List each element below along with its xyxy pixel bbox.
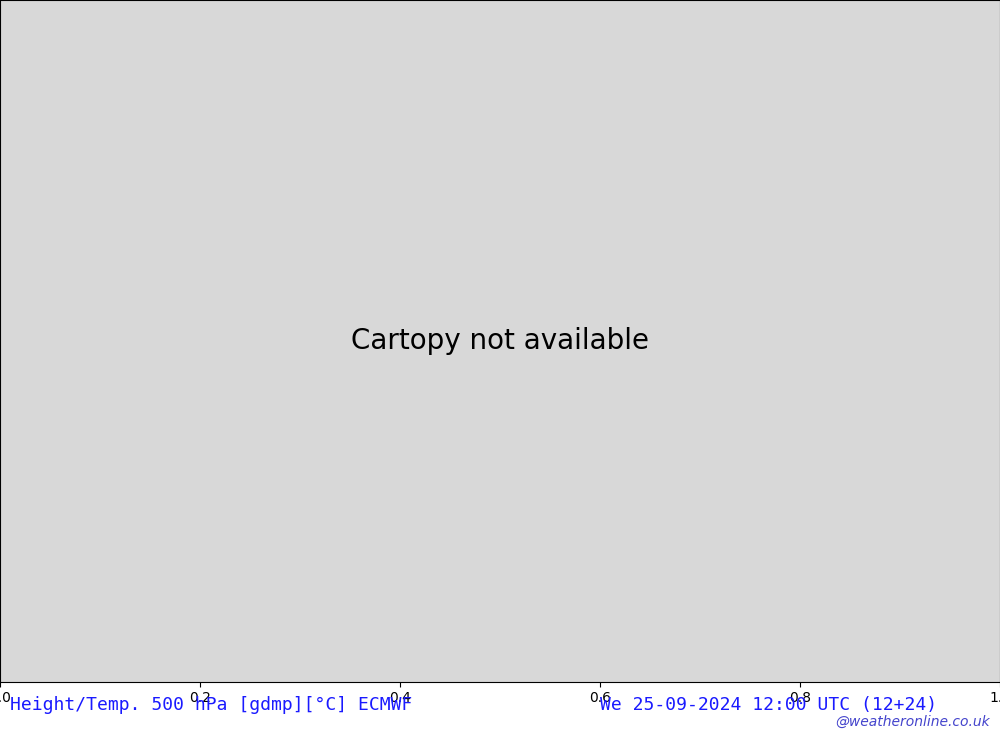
Text: Height/Temp. 500 hPa [gdmp][°C] ECMWF: Height/Temp. 500 hPa [gdmp][°C] ECMWF	[10, 696, 412, 714]
Text: Cartopy not available: Cartopy not available	[351, 327, 649, 355]
Text: @weatheronline.co.uk: @weatheronline.co.uk	[835, 715, 990, 729]
Text: We 25-09-2024 12:00 UTC (12+24): We 25-09-2024 12:00 UTC (12+24)	[600, 696, 937, 714]
